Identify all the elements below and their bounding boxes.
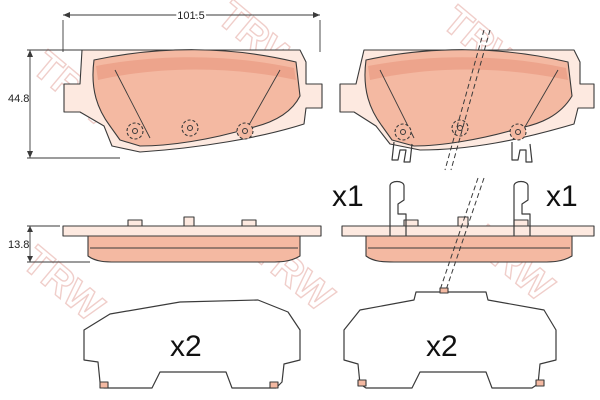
sensor-qty-right: x1 bbox=[546, 180, 578, 213]
shim-qty-left: x2 bbox=[170, 330, 202, 363]
break-line bbox=[439, 177, 479, 291]
shim-right: x2 bbox=[343, 287, 557, 389]
wear-sensor-profile bbox=[389, 180, 407, 236]
backing-plate-side bbox=[341, 225, 595, 237]
height-label: 44.8 bbox=[8, 93, 29, 105]
pad-front-left bbox=[63, 49, 323, 153]
width-label: 101.5 bbox=[177, 10, 205, 22]
wear-sensor-clip bbox=[391, 141, 413, 163]
dimension-height: 44.8 bbox=[8, 49, 120, 159]
pad-rivet bbox=[451, 119, 469, 137]
pad-rivet bbox=[236, 122, 254, 140]
pad-rivet bbox=[394, 123, 412, 141]
shim-qty-right: x2 bbox=[426, 330, 458, 363]
pad-front-right bbox=[339, 29, 595, 171]
break-line bbox=[445, 177, 485, 291]
friction-material-side bbox=[365, 235, 573, 263]
dimension-width: 101.5 bbox=[62, 8, 321, 52]
pad-side-left bbox=[62, 216, 322, 263]
wear-sensor-clip bbox=[511, 142, 533, 163]
shim-left: x2 bbox=[83, 299, 301, 389]
break-line bbox=[450, 29, 491, 171]
pad-rivet bbox=[509, 123, 527, 141]
friction-material bbox=[92, 49, 301, 147]
friction-material-side bbox=[87, 235, 301, 263]
sensor-qty-left: x1 bbox=[332, 180, 364, 213]
shim-outline bbox=[83, 299, 301, 389]
shim-outline bbox=[343, 291, 557, 389]
thickness-label: 13.8 bbox=[8, 239, 29, 251]
break-line bbox=[444, 29, 485, 171]
backing-plate-side bbox=[62, 225, 322, 237]
wear-sensor-profile bbox=[513, 180, 531, 236]
dimension-thickness: 13.8 bbox=[8, 225, 90, 263]
pad-rivet bbox=[181, 119, 199, 137]
pad-rivet bbox=[126, 122, 144, 140]
pad-side-right bbox=[341, 177, 595, 291]
